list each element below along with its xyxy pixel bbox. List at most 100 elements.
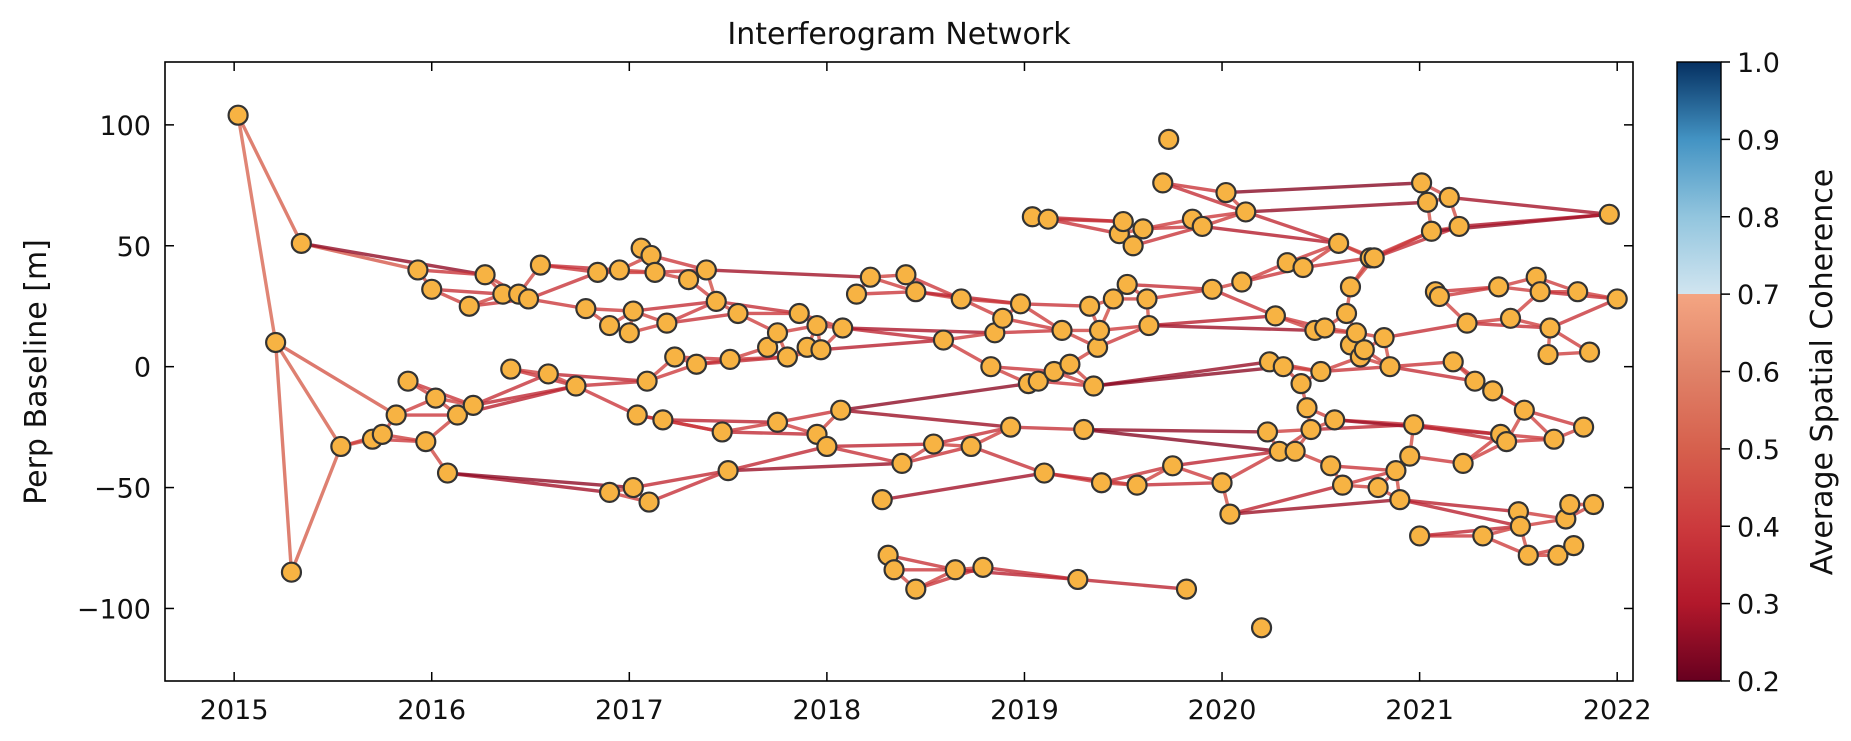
acquisition-point bbox=[1420, 220, 1443, 242]
interferogram-edge bbox=[969, 444, 1046, 475]
interferogram-edge bbox=[1018, 302, 1092, 308]
acquisition-point bbox=[806, 314, 828, 337]
acquisition-point bbox=[883, 559, 905, 581]
interferogram-edge bbox=[840, 326, 997, 335]
acquisition-point bbox=[1345, 322, 1367, 344]
acquisition-point bbox=[1292, 256, 1314, 279]
interferogram-edge bbox=[726, 461, 904, 473]
colorbar-tick-label: 0.7 bbox=[1737, 280, 1780, 311]
acquisition-point bbox=[1310, 360, 1332, 383]
interferogram-edge bbox=[1319, 364, 1392, 374]
acquisition-point bbox=[1296, 397, 1318, 419]
interferogram-edge bbox=[1082, 427, 1270, 434]
interferogram-edge bbox=[1244, 200, 1430, 214]
x-tick-label: 2017 bbox=[595, 695, 664, 726]
acquisition-point bbox=[385, 404, 407, 426]
acquisition-point bbox=[1598, 203, 1620, 225]
acquisition-point bbox=[265, 331, 287, 354]
acquisition-point bbox=[1059, 353, 1081, 375]
interferogram-edge bbox=[1145, 287, 1214, 301]
acquisition-point bbox=[1122, 235, 1144, 257]
acquisition-point bbox=[1509, 515, 1531, 537]
interferogram-edge bbox=[1447, 195, 1611, 217]
y-tick-label: 50 bbox=[117, 232, 151, 263]
acquisition-point bbox=[1539, 317, 1561, 339]
interferogram-edge bbox=[273, 340, 294, 574]
interferogram-edge bbox=[1329, 464, 1398, 473]
acquisition-point bbox=[1339, 276, 1362, 298]
acquisition-point bbox=[529, 254, 551, 276]
acquisition-point bbox=[1116, 273, 1138, 296]
acquisition-point bbox=[1442, 351, 1464, 373]
acquisition-point bbox=[1102, 288, 1124, 310]
acquisition-point bbox=[711, 421, 733, 443]
acquisition-point bbox=[1373, 327, 1395, 349]
x-tick-label: 2019 bbox=[990, 695, 1059, 726]
interferogram-edge bbox=[631, 468, 730, 490]
acquisition-point bbox=[960, 435, 982, 458]
acquisition-point bbox=[859, 266, 881, 288]
acquisition-point bbox=[1324, 409, 1346, 431]
colorbar-tick-label: 0.8 bbox=[1737, 203, 1780, 234]
acquisition-point bbox=[1499, 307, 1522, 329]
acquisition-point bbox=[1037, 208, 1059, 230]
acquisition-point bbox=[598, 481, 621, 503]
interferogram-edge bbox=[1008, 425, 1086, 432]
acquisition-point bbox=[1300, 418, 1322, 441]
interferogram-edge bbox=[1161, 181, 1228, 195]
acquisition-point bbox=[1138, 314, 1160, 337]
x-tick-label: 2021 bbox=[1385, 695, 1454, 726]
acquisition-point bbox=[446, 404, 469, 426]
interferogram-edge bbox=[1200, 224, 1341, 246]
acquisition-point bbox=[1563, 534, 1585, 557]
acquisition-point bbox=[565, 375, 587, 397]
acquisition-point bbox=[1051, 319, 1073, 341]
acquisition-point bbox=[1567, 281, 1589, 303]
interferogram-edge bbox=[1417, 524, 1523, 538]
acquisition-point bbox=[905, 281, 927, 303]
acquisition-point bbox=[575, 298, 597, 320]
x-tick-label: 2016 bbox=[397, 695, 466, 726]
acquisition-point bbox=[618, 322, 640, 344]
x-tick-label: 2020 bbox=[1188, 695, 1257, 726]
acquisition-point bbox=[932, 329, 955, 351]
acquisition-point bbox=[415, 431, 437, 453]
acquisition-point bbox=[1537, 343, 1559, 366]
acquisition-point bbox=[1235, 201, 1257, 223]
acquisition-point bbox=[1416, 191, 1439, 213]
interferogram-edge bbox=[720, 430, 819, 437]
acquisition-point bbox=[1331, 474, 1354, 496]
colorbar-label: Average Spatial Coherence bbox=[1805, 169, 1840, 575]
acquisition-point bbox=[980, 356, 1002, 378]
acquisition-point bbox=[1162, 455, 1184, 477]
interferogram-edge bbox=[299, 241, 487, 277]
acquisition-point bbox=[972, 556, 994, 578]
acquisition-point bbox=[1452, 452, 1474, 474]
x-axis: 2015 2016 2017 2018 2019 2020 2021 2022 bbox=[200, 62, 1652, 726]
colorbar-tick-label: 0.4 bbox=[1737, 512, 1780, 543]
y-tick-label: 0 bbox=[134, 353, 151, 384]
acquisition-point bbox=[1256, 421, 1279, 443]
colorbar-tick-label: 0.6 bbox=[1737, 358, 1780, 389]
colorbar-tick-label: 1.0 bbox=[1737, 48, 1780, 79]
acquisition-point bbox=[1136, 288, 1158, 310]
interferogram-edge bbox=[880, 471, 1046, 502]
plot-area: 2015 2016 2017 2018 2019 2020 2021 2022 100 50 0 −… bbox=[77, 61, 1652, 726]
acquisition-point bbox=[407, 259, 429, 281]
interferogram-edge bbox=[416, 268, 487, 277]
acquisition-point bbox=[587, 261, 609, 283]
acquisition-point bbox=[1547, 544, 1569, 566]
y-tick-label: −50 bbox=[94, 474, 151, 505]
acquisition-point bbox=[1126, 474, 1148, 496]
interferogram-edge bbox=[1228, 483, 1345, 516]
interferogram-edge bbox=[1382, 321, 1469, 340]
acquisition-point bbox=[622, 476, 644, 499]
colorbar-tick-label: 0.2 bbox=[1737, 667, 1780, 698]
interferogram-edge bbox=[1210, 287, 1278, 318]
acquisition-point bbox=[1158, 128, 1180, 150]
interferogram-edge bbox=[471, 372, 551, 408]
acquisition-point bbox=[1582, 493, 1605, 516]
x-tick-label: 2015 bbox=[200, 695, 269, 726]
acquisition-point bbox=[517, 288, 540, 310]
